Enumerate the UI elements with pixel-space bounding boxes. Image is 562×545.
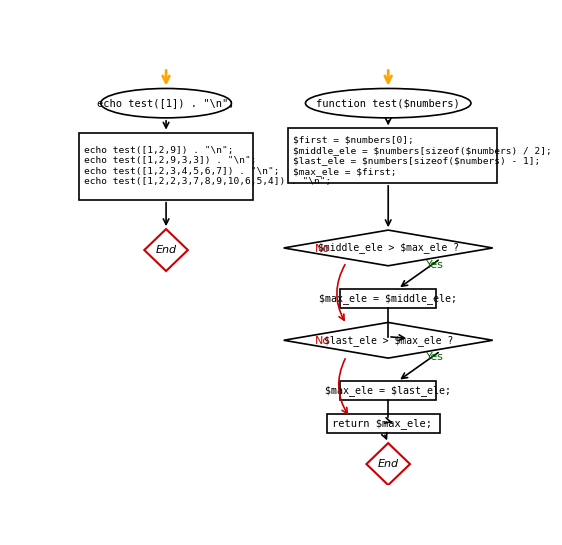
Text: echo test([1,2,9]) . "\n";
echo test([1,2,9,3,3]) . "\n";
echo test([1,2,3,4,5,6: echo test([1,2,9]) . "\n"; echo test([1,… [84, 146, 332, 186]
Bar [79, 132, 253, 199]
Bar [340, 381, 436, 400]
Text: \$max_ele = \$middle_ele;: \$max_ele = \$middle_ele; [319, 293, 457, 304]
Text: echo test([1]) . "\n";: echo test([1]) . "\n"; [97, 98, 235, 108]
Polygon shape [284, 230, 493, 266]
Text: No: No [315, 336, 330, 346]
Text: \$last_ele > \$max_ele ?: \$last_ele > \$max_ele ? [324, 335, 453, 346]
Text: return \$max_ele;: return \$max_ele; [333, 417, 432, 428]
Text: \$first = \$numbers[0];
\$middle_ele = \$numbers[sizeof(\$numbers) / 2];
\$last_: \$first = \$numbers[0]; \$middle_ele = \… [293, 136, 552, 175]
Bar [327, 414, 441, 433]
Text: \$middle_ele > \$max_ele ?: \$middle_ele > \$max_ele ? [318, 243, 459, 253]
Polygon shape [284, 323, 493, 358]
Polygon shape [366, 443, 410, 485]
Ellipse shape [101, 88, 232, 118]
Text: End: End [378, 459, 399, 469]
Text: function test(\$numbers): function test(\$numbers) [316, 98, 460, 108]
Text: \$max_ele = \$last_ele;: \$max_ele = \$last_ele; [325, 385, 451, 396]
Text: No: No [315, 244, 330, 253]
Text: Yes: Yes [426, 259, 444, 270]
Text: Yes: Yes [426, 352, 444, 362]
Bar [288, 128, 497, 183]
Polygon shape [144, 229, 188, 271]
Text: End: End [156, 245, 176, 255]
Bar [340, 289, 436, 308]
Ellipse shape [306, 88, 471, 118]
